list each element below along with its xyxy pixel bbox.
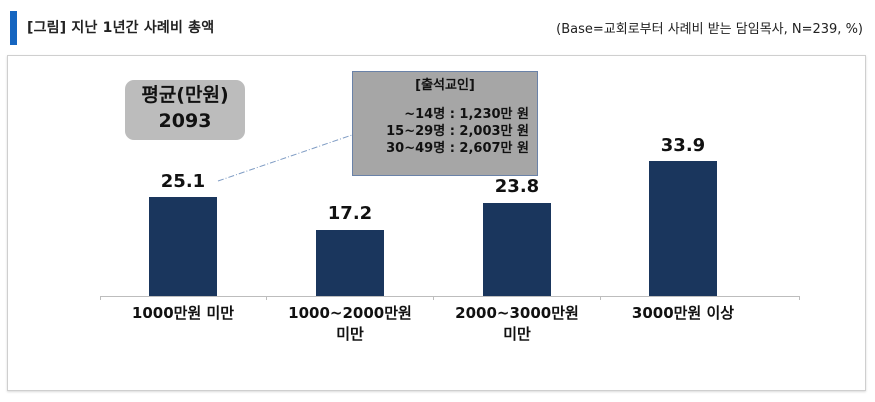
value-label: 25.1 [160, 171, 206, 192]
attendance-callout: [출석교인] ~14명 : 1,230만 원 15~29명 : 2,003만 원… [352, 71, 538, 176]
bar-3000-over [649, 161, 717, 296]
category-label-line: 2000~3000만원 [455, 304, 579, 322]
chart-title: [그림] 지난 1년간 사례비 총액 [27, 20, 215, 36]
average-label: 평균(만원) [141, 84, 229, 106]
category-label-line: 1000~2000만원 [288, 304, 412, 322]
value-label: 23.8 [494, 176, 540, 197]
category-label: 2000~3000만원 미만 [432, 303, 602, 345]
category-label: 1000~2000만원 미만 [265, 303, 435, 345]
attendance-line: 30~49명 : 2,607만 원 [386, 141, 529, 156]
bar-2000-3000 [483, 203, 551, 296]
category-label-line: 3000만원 이상 [631, 304, 735, 322]
category-label: 3000만원 이상 [598, 303, 768, 324]
category-label: 1000만원 미만 [98, 303, 268, 324]
x-axis [100, 296, 800, 297]
base-note: (Base=교회로부터 사례비 받는 담임목사, N=239, %) [556, 22, 863, 37]
attendance-line: ~14명 : 1,230만 원 [404, 107, 529, 122]
average-value: 2093 [158, 110, 212, 132]
axis-tick [799, 296, 800, 300]
axis-tick [100, 296, 101, 300]
bar-1000-under [149, 197, 217, 296]
axis-tick [600, 296, 601, 300]
category-label-line: 미만 [336, 325, 364, 343]
title-accent-bar [10, 11, 17, 45]
axis-tick [266, 296, 267, 300]
value-label: 33.9 [660, 135, 706, 156]
category-label-line: 미만 [503, 325, 531, 343]
axis-tick [433, 296, 434, 300]
attendance-title: [출석교인] [415, 78, 475, 93]
value-label: 17.2 [327, 203, 373, 224]
bar-1000-2000 [316, 230, 384, 296]
attendance-line: 15~29명 : 2,003만 원 [386, 124, 529, 139]
category-label-line: 1000만원 미만 [131, 304, 235, 322]
average-callout: 평균(만원) 2093 [125, 80, 245, 140]
